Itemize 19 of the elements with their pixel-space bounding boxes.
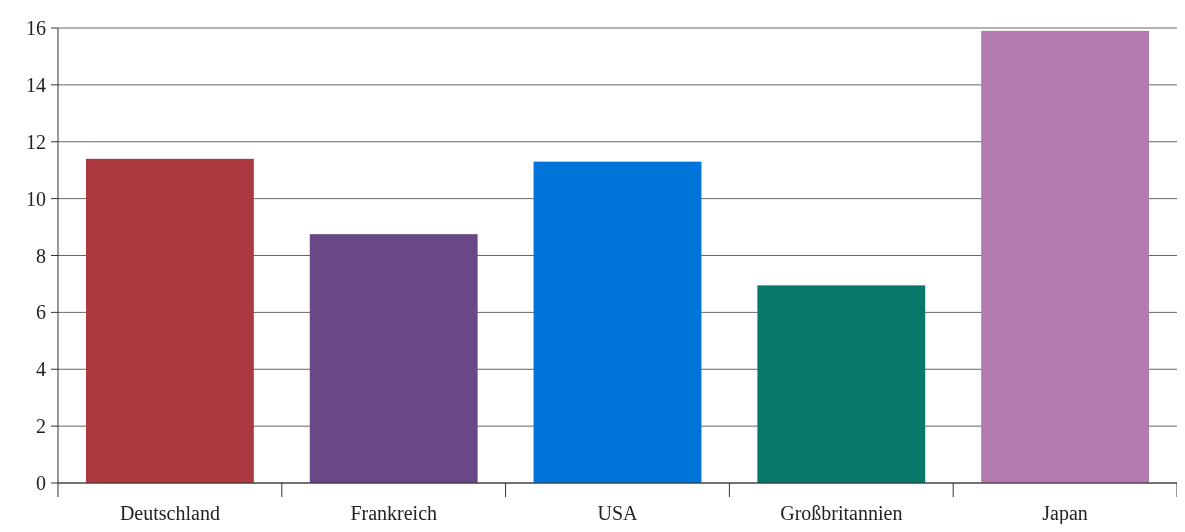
y-tick-label: 10 — [26, 187, 46, 210]
y-tick-label: 0 — [36, 472, 46, 494]
x-tick-label: Deutschland — [119, 502, 220, 524]
bar — [85, 158, 254, 483]
y-tick-label: 2 — [36, 415, 46, 438]
bar — [757, 285, 926, 483]
bar — [533, 161, 702, 483]
bar — [309, 234, 478, 483]
x-tick-label: Großbritannien — [780, 502, 903, 524]
x-tick-label: Japan — [1042, 502, 1088, 525]
y-tick-label: 14 — [26, 73, 46, 96]
y-tick-label: 16 — [26, 17, 46, 39]
x-tick-label: USA — [597, 502, 639, 524]
y-tick-label: 8 — [36, 244, 46, 267]
x-tick-label: Frankreich — [350, 502, 438, 524]
bar — [981, 30, 1150, 483]
y-tick-label: 12 — [26, 130, 46, 153]
y-tick-label: 4 — [36, 358, 46, 381]
y-tick-label: 6 — [36, 301, 46, 324]
